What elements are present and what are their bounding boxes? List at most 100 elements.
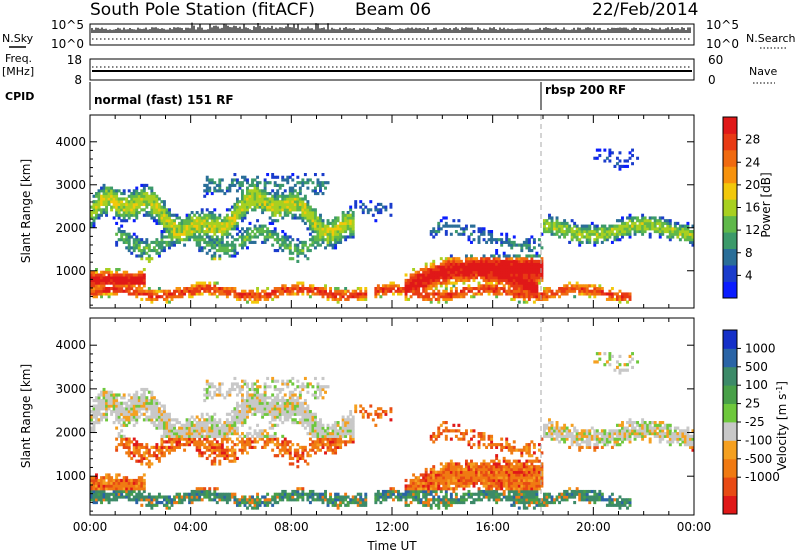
echo-cell <box>115 292 119 296</box>
echo-cell <box>593 230 597 234</box>
echo-cell <box>593 224 597 228</box>
freq-label: Freq. <box>5 52 32 65</box>
echo-cell <box>102 489 106 494</box>
echo-cell <box>100 273 103 277</box>
echo-cell <box>517 281 521 285</box>
echo-cell <box>246 401 249 405</box>
echo-cell <box>283 232 287 236</box>
echo-cell <box>525 262 529 266</box>
echo-cell <box>243 398 247 403</box>
echo-cell <box>273 213 277 217</box>
echo-cell <box>246 194 249 198</box>
echo-cell <box>248 221 252 225</box>
echo-cell <box>117 208 121 212</box>
echo-cell <box>165 448 169 452</box>
echo-cell <box>120 396 124 400</box>
echo-cell <box>422 270 426 274</box>
echo-cell <box>125 270 129 274</box>
echo-cell <box>545 287 549 291</box>
echo-cell <box>263 382 267 386</box>
echo-cell <box>105 409 109 414</box>
echo-cell <box>246 396 249 400</box>
echo-cell <box>324 181 327 185</box>
echo-cell <box>296 251 300 255</box>
echo-cell <box>515 289 519 293</box>
echo-cell <box>610 240 614 244</box>
echo-cell <box>580 292 584 296</box>
echo-cell <box>424 265 428 269</box>
echo-cell <box>573 287 577 291</box>
echo-cell <box>241 181 244 185</box>
echo-cell <box>527 240 531 244</box>
echo-cell <box>243 418 247 422</box>
echo-cell <box>349 235 353 239</box>
echo-cell <box>583 284 587 288</box>
echo-cell <box>125 423 129 427</box>
echo-cell <box>334 246 338 250</box>
echo-cell <box>467 287 471 291</box>
echo-cell <box>225 421 229 425</box>
echo-cell <box>241 387 244 392</box>
echo-cell <box>480 270 483 274</box>
echo-cell <box>283 208 287 212</box>
echo-cell <box>115 240 119 244</box>
echo-cell <box>241 295 244 299</box>
echo-cell <box>366 211 370 215</box>
echo-cell <box>107 481 111 485</box>
echo-cell <box>339 240 343 244</box>
echo-cell <box>162 418 166 422</box>
echo-cell <box>241 211 244 215</box>
echo-cell <box>100 498 103 502</box>
echo-cell <box>130 498 134 502</box>
echo-cell <box>532 268 536 272</box>
y-tick-label: 1000 <box>55 264 86 278</box>
echo-cell <box>215 495 219 499</box>
echo-cell <box>273 227 277 231</box>
echo-cell <box>130 492 134 496</box>
echo-cell <box>183 432 187 436</box>
echo-cell <box>364 292 368 296</box>
echo-cell <box>621 221 624 225</box>
echo-cell <box>656 221 660 225</box>
echo-cell <box>306 289 310 293</box>
echo-cell <box>532 281 536 285</box>
echo-cell <box>235 432 239 436</box>
echo-cell <box>140 484 144 488</box>
echo-cell <box>308 224 312 228</box>
echo-cell <box>213 232 217 236</box>
echo-cell <box>102 481 106 485</box>
echo-cell <box>555 221 559 225</box>
echo-cell <box>205 379 209 383</box>
echo-cell <box>522 259 526 263</box>
echo-cell <box>157 495 161 499</box>
echo-cell <box>449 281 453 285</box>
echo-cell <box>283 202 287 206</box>
echo-cell <box>235 227 239 231</box>
echo-cell <box>256 287 260 291</box>
echo-cell <box>263 398 267 403</box>
echo-cell <box>127 454 131 458</box>
echo-cell <box>472 259 476 263</box>
echo-cell <box>140 398 144 403</box>
echo-cell <box>155 238 159 242</box>
echo-cell <box>313 227 317 231</box>
echo-cell <box>298 192 302 196</box>
echo-cell <box>301 208 305 212</box>
echo-cell <box>444 257 448 261</box>
echo-cell <box>505 278 509 282</box>
echo-cell <box>326 230 330 234</box>
echo-cell <box>429 292 433 296</box>
echo-cell <box>336 289 340 293</box>
echo-cell <box>462 287 466 291</box>
echo-cell <box>447 268 451 272</box>
echo-cell <box>588 295 592 299</box>
echo-cell <box>512 281 516 285</box>
echo-cell <box>688 238 692 242</box>
echo-cell <box>266 443 270 447</box>
echo-cell <box>90 492 93 496</box>
echo-cell <box>671 230 675 234</box>
echo-cell <box>578 289 582 293</box>
echo-cell <box>215 281 219 285</box>
echo-cell <box>183 426 187 430</box>
echo-cell <box>537 270 541 274</box>
